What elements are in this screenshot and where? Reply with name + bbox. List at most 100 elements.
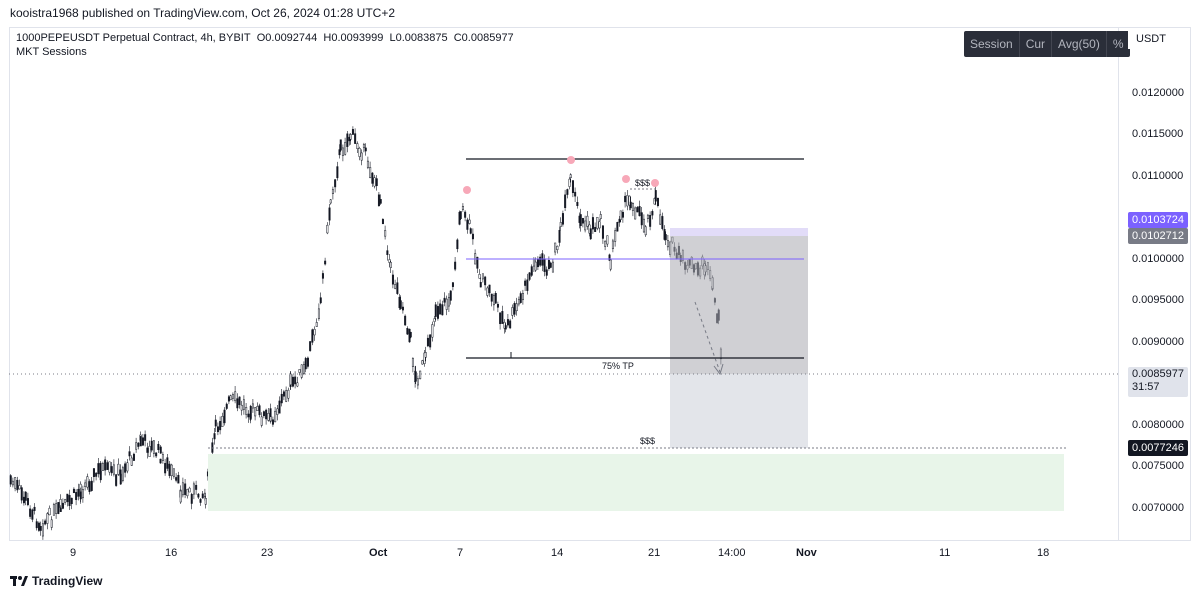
ohlc-open: O0.0092744 — [256, 32, 318, 44]
candle — [375, 178, 378, 187]
candle — [492, 295, 495, 306]
candle — [104, 459, 107, 471]
candle — [634, 207, 637, 220]
candle — [52, 504, 55, 516]
candle — [629, 201, 632, 209]
price-label-mid: 0.0102712 — [1128, 228, 1188, 244]
candle — [439, 303, 442, 315]
candle — [401, 306, 404, 311]
swing-high-marker — [622, 175, 630, 183]
candle — [606, 235, 609, 245]
candle — [271, 419, 274, 425]
candle — [656, 197, 659, 207]
candle — [236, 398, 239, 409]
projection-arrow[interactable] — [694, 301, 721, 373]
percent-button[interactable]: % — [1112, 37, 1124, 51]
candle — [267, 413, 270, 421]
candle — [666, 240, 669, 248]
candle — [24, 491, 27, 501]
candle — [391, 274, 394, 285]
candle — [624, 195, 627, 203]
symbol-legend[interactable]: 1000PEPEUSDT Perpetual Contract, 4h, BYB… — [16, 32, 514, 44]
candle — [166, 457, 169, 469]
liquidity-bottom-label: $$$ — [640, 436, 655, 446]
candle — [287, 389, 290, 399]
position-target-box[interactable] — [670, 374, 808, 448]
candle — [554, 242, 557, 253]
price-label-lower: 0.0077246 — [1128, 440, 1188, 456]
candle — [360, 152, 363, 161]
time-tick: 11 — [939, 547, 951, 559]
avg-button[interactable]: Avg(50) — [1052, 31, 1107, 57]
position-entry-box[interactable] — [670, 228, 808, 236]
candle — [135, 442, 138, 450]
candle — [421, 360, 424, 365]
candle — [384, 230, 387, 237]
candle — [188, 487, 191, 493]
candle — [371, 172, 374, 184]
candle — [331, 189, 334, 194]
candle — [654, 190, 657, 202]
candle — [551, 261, 554, 273]
candle — [35, 521, 38, 529]
symbol-name[interactable]: 1000PEPEUSDT Perpetual Contract, 4h, BYB… — [16, 32, 251, 44]
candle — [251, 403, 254, 409]
candle — [249, 405, 252, 419]
candle — [414, 371, 417, 382]
chart-pane[interactable] — [9, 27, 1119, 541]
candle — [534, 261, 537, 271]
candle — [543, 258, 546, 272]
candle — [247, 413, 250, 418]
position-stop-box[interactable] — [670, 236, 808, 374]
price-scale[interactable] — [1119, 27, 1191, 541]
candle — [532, 258, 535, 267]
candle — [39, 525, 42, 531]
candle — [449, 290, 452, 301]
candle — [95, 472, 98, 477]
candle — [599, 214, 602, 219]
candle — [377, 194, 380, 207]
swing-high-marker — [463, 186, 471, 194]
candle — [254, 407, 257, 417]
currency-selector[interactable]: USDT — [1128, 29, 1176, 49]
candle — [106, 462, 109, 470]
candle — [369, 167, 372, 178]
candle — [139, 436, 142, 447]
candle — [132, 453, 135, 461]
tradingview-logo[interactable]: TradingView — [10, 574, 102, 588]
candle — [128, 451, 131, 457]
candles — [9, 126, 722, 540]
last-price-label: 0.0085977 31:57 — [1128, 367, 1188, 397]
candle — [326, 224, 329, 234]
cur-button[interactable]: Cur — [1020, 31, 1053, 57]
candle — [394, 284, 397, 289]
candle — [84, 482, 87, 487]
candle — [31, 509, 34, 520]
indicator-legend[interactable]: MKT Sessions — [16, 46, 87, 58]
candle — [441, 304, 444, 316]
candle — [20, 487, 23, 501]
ohlc-close: C0.0085977 — [453, 32, 514, 44]
candle — [545, 269, 548, 276]
candle — [528, 272, 531, 280]
price-tick: 0.0075000 — [1132, 460, 1184, 472]
candle — [354, 133, 357, 144]
candle — [494, 292, 497, 304]
candle — [526, 279, 529, 291]
candle — [190, 494, 193, 504]
candle — [29, 508, 32, 517]
candle — [328, 207, 331, 221]
candle — [362, 144, 365, 148]
session-button[interactable]: Session — [964, 31, 1020, 57]
candle — [329, 199, 332, 204]
candle — [568, 178, 571, 187]
demand-zone[interactable] — [208, 454, 1064, 511]
candle — [155, 452, 158, 457]
time-tick: 14:00 — [718, 547, 746, 559]
candle — [159, 458, 162, 464]
candle — [276, 408, 279, 415]
candle — [170, 464, 173, 477]
candle — [90, 480, 93, 491]
candle — [478, 274, 481, 279]
